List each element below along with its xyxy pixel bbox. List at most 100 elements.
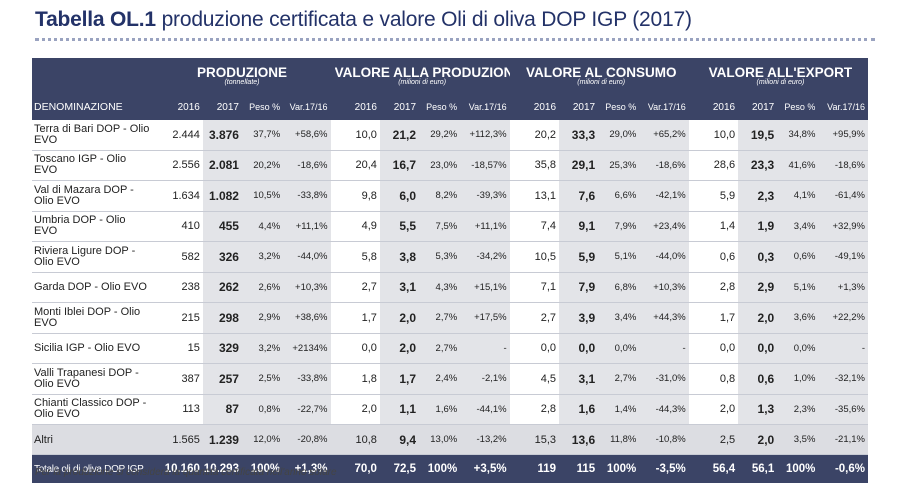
table-cell: +38,6%	[283, 302, 331, 334]
table-cell: 9,1	[559, 211, 599, 242]
table-cell: 5,5	[379, 211, 420, 242]
table-cell: -	[460, 333, 510, 364]
table-cell: 13,0%	[419, 424, 461, 455]
table-cell: 1,4%	[598, 394, 640, 425]
column-header-peso: Peso %	[777, 94, 819, 120]
row-label: Garda DOP - Olio EVO	[32, 272, 154, 303]
table-row: Monti Iblei DOP - Olio EVO 215 298 2,9% +38,…	[32, 302, 868, 334]
table-cell: 10.293	[202, 454, 242, 483]
table-cell: 2,7%	[598, 363, 640, 395]
column-header-row: DENOMINAZIONE 2016 2017 Peso % Var.17/16 201…	[32, 94, 868, 120]
table-cell: 23,0%	[419, 150, 461, 181]
table-cell: 2,8	[513, 394, 560, 425]
table-cell: 2,0	[738, 424, 778, 455]
table-cell: 0,6	[738, 363, 778, 395]
table-cell: 1.239	[202, 424, 242, 455]
table-cell: 0,8	[692, 363, 739, 395]
table-cell: +10,3%	[283, 272, 331, 303]
table-cell: -44,1%	[460, 394, 510, 425]
table-cell: 387	[153, 363, 203, 395]
table-cell: -18,6%	[639, 150, 689, 181]
table-cell: 1,3	[738, 394, 778, 425]
table-cell: 2,3%	[777, 394, 819, 425]
table-cell: 2.081	[202, 150, 242, 181]
table-cell: 0,0	[559, 333, 599, 364]
table-cell: 3,2%	[241, 241, 284, 273]
table-cell: +58,6%	[283, 120, 331, 151]
table-cell: 9,8	[334, 180, 380, 212]
table-cell: 582	[153, 241, 203, 273]
table-cell: 1.634	[153, 180, 203, 212]
table-cell: 21,2	[379, 120, 420, 151]
table-cell: 29,0%	[598, 120, 640, 151]
table-cell: 15	[153, 333, 203, 364]
table-cell: 326	[202, 241, 242, 273]
table-cell: 4,3%	[419, 272, 461, 303]
table-cell: 215	[153, 302, 203, 334]
table-cell: 2,4%	[419, 363, 461, 395]
table-cell: 3,4%	[777, 211, 819, 242]
table-cell: 2,5	[692, 424, 739, 455]
table-cell: 7,1	[513, 272, 560, 303]
table-cell: 20,2	[513, 120, 560, 151]
group-valore-export: VALORE ALL'EXPORT (milioni di euro)	[692, 58, 868, 94]
table-cell: -32,1%	[818, 363, 868, 395]
table-cell: 56,1	[738, 454, 778, 483]
table-cell: 1,6%	[419, 394, 461, 425]
table-cell: 6,8%	[598, 272, 640, 303]
table-cell: 29,1	[559, 150, 599, 181]
table-cell: 16,7	[379, 150, 420, 181]
table-cell: 115	[559, 454, 599, 483]
table-cell: 13,6	[559, 424, 599, 455]
table-cell: 10,0	[692, 120, 739, 151]
table-cell: 35,8	[513, 150, 560, 181]
table-cell: +10,3%	[639, 272, 689, 303]
table-cell: 1,9	[738, 211, 778, 242]
table-cell: 3,1	[379, 272, 420, 303]
row-label: Sicilia IGP - Olio EVO	[32, 333, 154, 364]
column-header-peso: Peso %	[598, 94, 640, 120]
table-cell: 2,5%	[241, 363, 284, 395]
column-header-denominazione: DENOMINAZIONE	[32, 94, 154, 120]
table-cell: -18,6%	[283, 150, 331, 181]
table-cell: 12,0%	[241, 424, 284, 455]
group-valore-consumo: VALORE AL CONSUMO (milioni di euro)	[513, 58, 689, 94]
table-cell: 2,9%	[241, 302, 284, 334]
totale-row: Totale oli di oliva DOP IGP 10.160 10.293 1…	[32, 454, 868, 483]
table-cell: -33,8%	[283, 180, 331, 212]
table-cell: 5,1%	[777, 272, 819, 303]
table-cell: 1,7	[334, 302, 380, 334]
table-cell: 2,0	[692, 394, 739, 425]
table-cell: 13,1	[513, 180, 560, 212]
table-cell: -2,1%	[460, 363, 510, 395]
table-cell: 5,3%	[419, 241, 461, 273]
table-cell: -	[818, 333, 868, 364]
table-cell: 15,3	[513, 424, 560, 455]
table-cell: 33,3	[559, 120, 599, 151]
table-cell: 2,0	[334, 394, 380, 425]
table-cell: -18,6%	[818, 150, 868, 181]
table-cell: 19,5	[738, 120, 778, 151]
table-row: Toscano IGP - Olio EVO 2.556 2.081 20,2% -18…	[32, 150, 868, 181]
table-cell: 2,0	[379, 302, 420, 334]
column-header-peso: Peso %	[419, 94, 461, 120]
table-cell: 2.444	[153, 120, 203, 151]
table-cell: -33,8%	[283, 363, 331, 395]
title-divider	[35, 38, 875, 41]
table-cell: -13,2%	[460, 424, 510, 455]
table-cell: 6,6%	[598, 180, 640, 212]
table-title-text: produzione certificata e valore Oli di o…	[161, 8, 692, 31]
row-label: Chianti Classico DOP - Olio EVO	[32, 394, 154, 425]
table-row: Sicilia IGP - Olio EVO 15 329 3,2% +2134% 0,0…	[32, 333, 868, 364]
table-cell: +3,5%	[460, 454, 510, 483]
table-cell: -44,3%	[639, 394, 689, 425]
table-cell: 2,0	[738, 302, 778, 334]
table-cell: 2,7	[513, 302, 560, 334]
table-cell: 72,5	[379, 454, 420, 483]
table-row: Riviera Ligure DOP - Olio EVO 582 326 3,2% -…	[32, 241, 868, 273]
table-cell: 1,7	[692, 302, 739, 334]
data-table: PRODUZIONE (tonnellate) VALORE ALLA PRODU…	[32, 58, 868, 483]
table-cell: +17,5%	[460, 302, 510, 334]
row-label: Terra di Bari DOP - Olio EVO	[32, 120, 154, 151]
table-cell: -20,8%	[283, 424, 331, 455]
